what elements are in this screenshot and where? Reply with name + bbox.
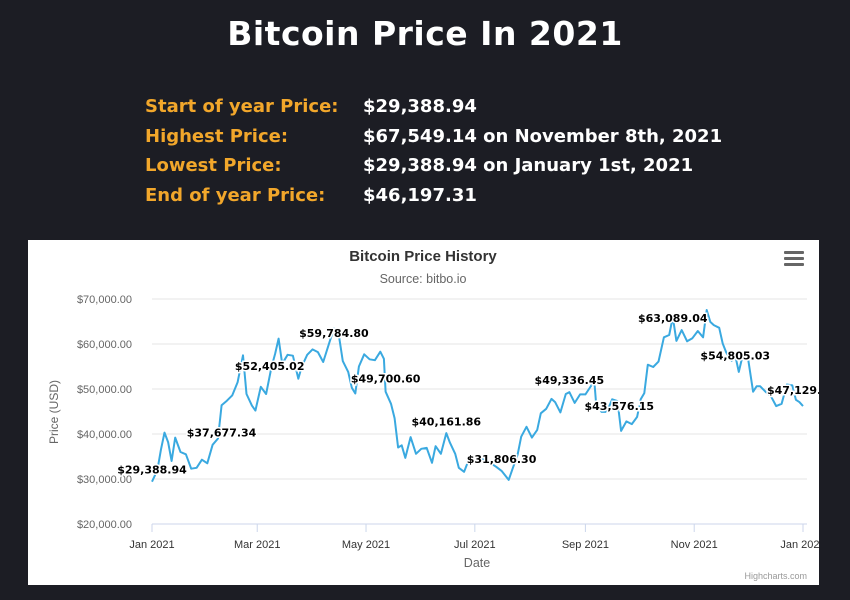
y-tick-label: $40,000.00 [77, 429, 132, 441]
stat-start: Start of year Price: $29,388.94 [145, 92, 722, 122]
page-title: Bitcoin Price In 2021 [227, 14, 623, 53]
stat-lowest: Lowest Price: $29,388.94 on January 1st,… [145, 151, 722, 181]
price-chart: Bitcoin Price History Source: bitbo.io P… [47, 248, 819, 570]
menu-bar-icon [784, 263, 804, 266]
price-data-label: $29,388.94 [117, 464, 187, 477]
stat-label: Lowest Price: [145, 155, 282, 177]
x-tick-label: Sep 2021 [562, 539, 609, 551]
grid-lines [152, 298, 807, 525]
stat-value: $46,197.31 [363, 184, 477, 206]
stat-end: End of year Price: $46,197.31 [145, 181, 722, 211]
stat-label: Start of year Price: [145, 96, 339, 118]
price-data-label: $52,405.02 [235, 360, 305, 373]
y-axis-title: Price (USD) [47, 380, 61, 444]
stat-value: $29,388.94 on January 1st, 2021 [363, 155, 694, 177]
y-tick-label: $30,000.00 [77, 474, 132, 486]
price-data-label: $49,700.60 [351, 372, 421, 385]
x-tick-label: Jan 2022 [780, 539, 819, 551]
x-tick-label: Nov 2021 [671, 539, 718, 551]
price-data-label: $31,806.30 [467, 453, 537, 466]
price-data-label: $43,576.15 [584, 400, 654, 413]
menu-bar-icon [784, 251, 804, 254]
y-tick-label: $70,000.00 [77, 294, 132, 306]
x-tick-label: May 2021 [342, 539, 390, 551]
price-data-label: $49,336.45 [535, 374, 605, 387]
y-tick-label: $50,000.00 [77, 384, 132, 396]
stat-label: End of year Price: [145, 184, 326, 206]
price-data-label: $59,784.80 [299, 327, 369, 340]
price-data-label: $63,089.04 [638, 312, 708, 325]
price-data-label: $40,161.86 [411, 415, 481, 428]
stat-label: Highest Price: [145, 125, 289, 147]
chart-title: Bitcoin Price History [349, 248, 497, 265]
stat-highest: Highest Price: $67,549.14 on November 8t… [145, 122, 722, 152]
chart-card: Bitcoin Price History Source: bitbo.io P… [28, 240, 819, 585]
price-data-label: $37,677.34 [187, 426, 257, 439]
x-tick-label: Jan 2021 [129, 539, 174, 551]
x-tick-label: Mar 2021 [234, 539, 280, 551]
y-axis-ticks: $20,000.00 $30,000.00 $40,000.00 $50,000.00… [77, 294, 132, 531]
chart-subtitle: Source: bitbo.io [380, 272, 467, 286]
menu-bar-icon [784, 257, 804, 260]
chart-menu-button[interactable] [782, 248, 806, 268]
price-series-line [151, 309, 804, 483]
summary-stats: Start of year Price: $29,388.94 Highest … [145, 92, 722, 210]
x-tick-label: Jul 2021 [454, 539, 496, 551]
data-labels: $29,388.94 $37,677.34 $52,405.02 $59,784.80… [116, 311, 819, 479]
x-axis-title: Date [464, 556, 490, 570]
price-data-label: $47,129. [767, 384, 819, 397]
y-tick-label: $20,000.00 [77, 519, 132, 531]
x-axis-ticks: Jan 2021 Mar 2021 May 2021 Jul 2021 Sep 2021… [129, 524, 819, 551]
stat-value: $29,388.94 [363, 96, 477, 118]
y-tick-label: $60,000.00 [77, 339, 132, 351]
stat-value: $67,549.14 on November 8th, 2021 [363, 125, 723, 147]
chart-credits[interactable]: Highcharts.com [744, 571, 807, 581]
price-data-label: $54,805.03 [700, 349, 770, 362]
